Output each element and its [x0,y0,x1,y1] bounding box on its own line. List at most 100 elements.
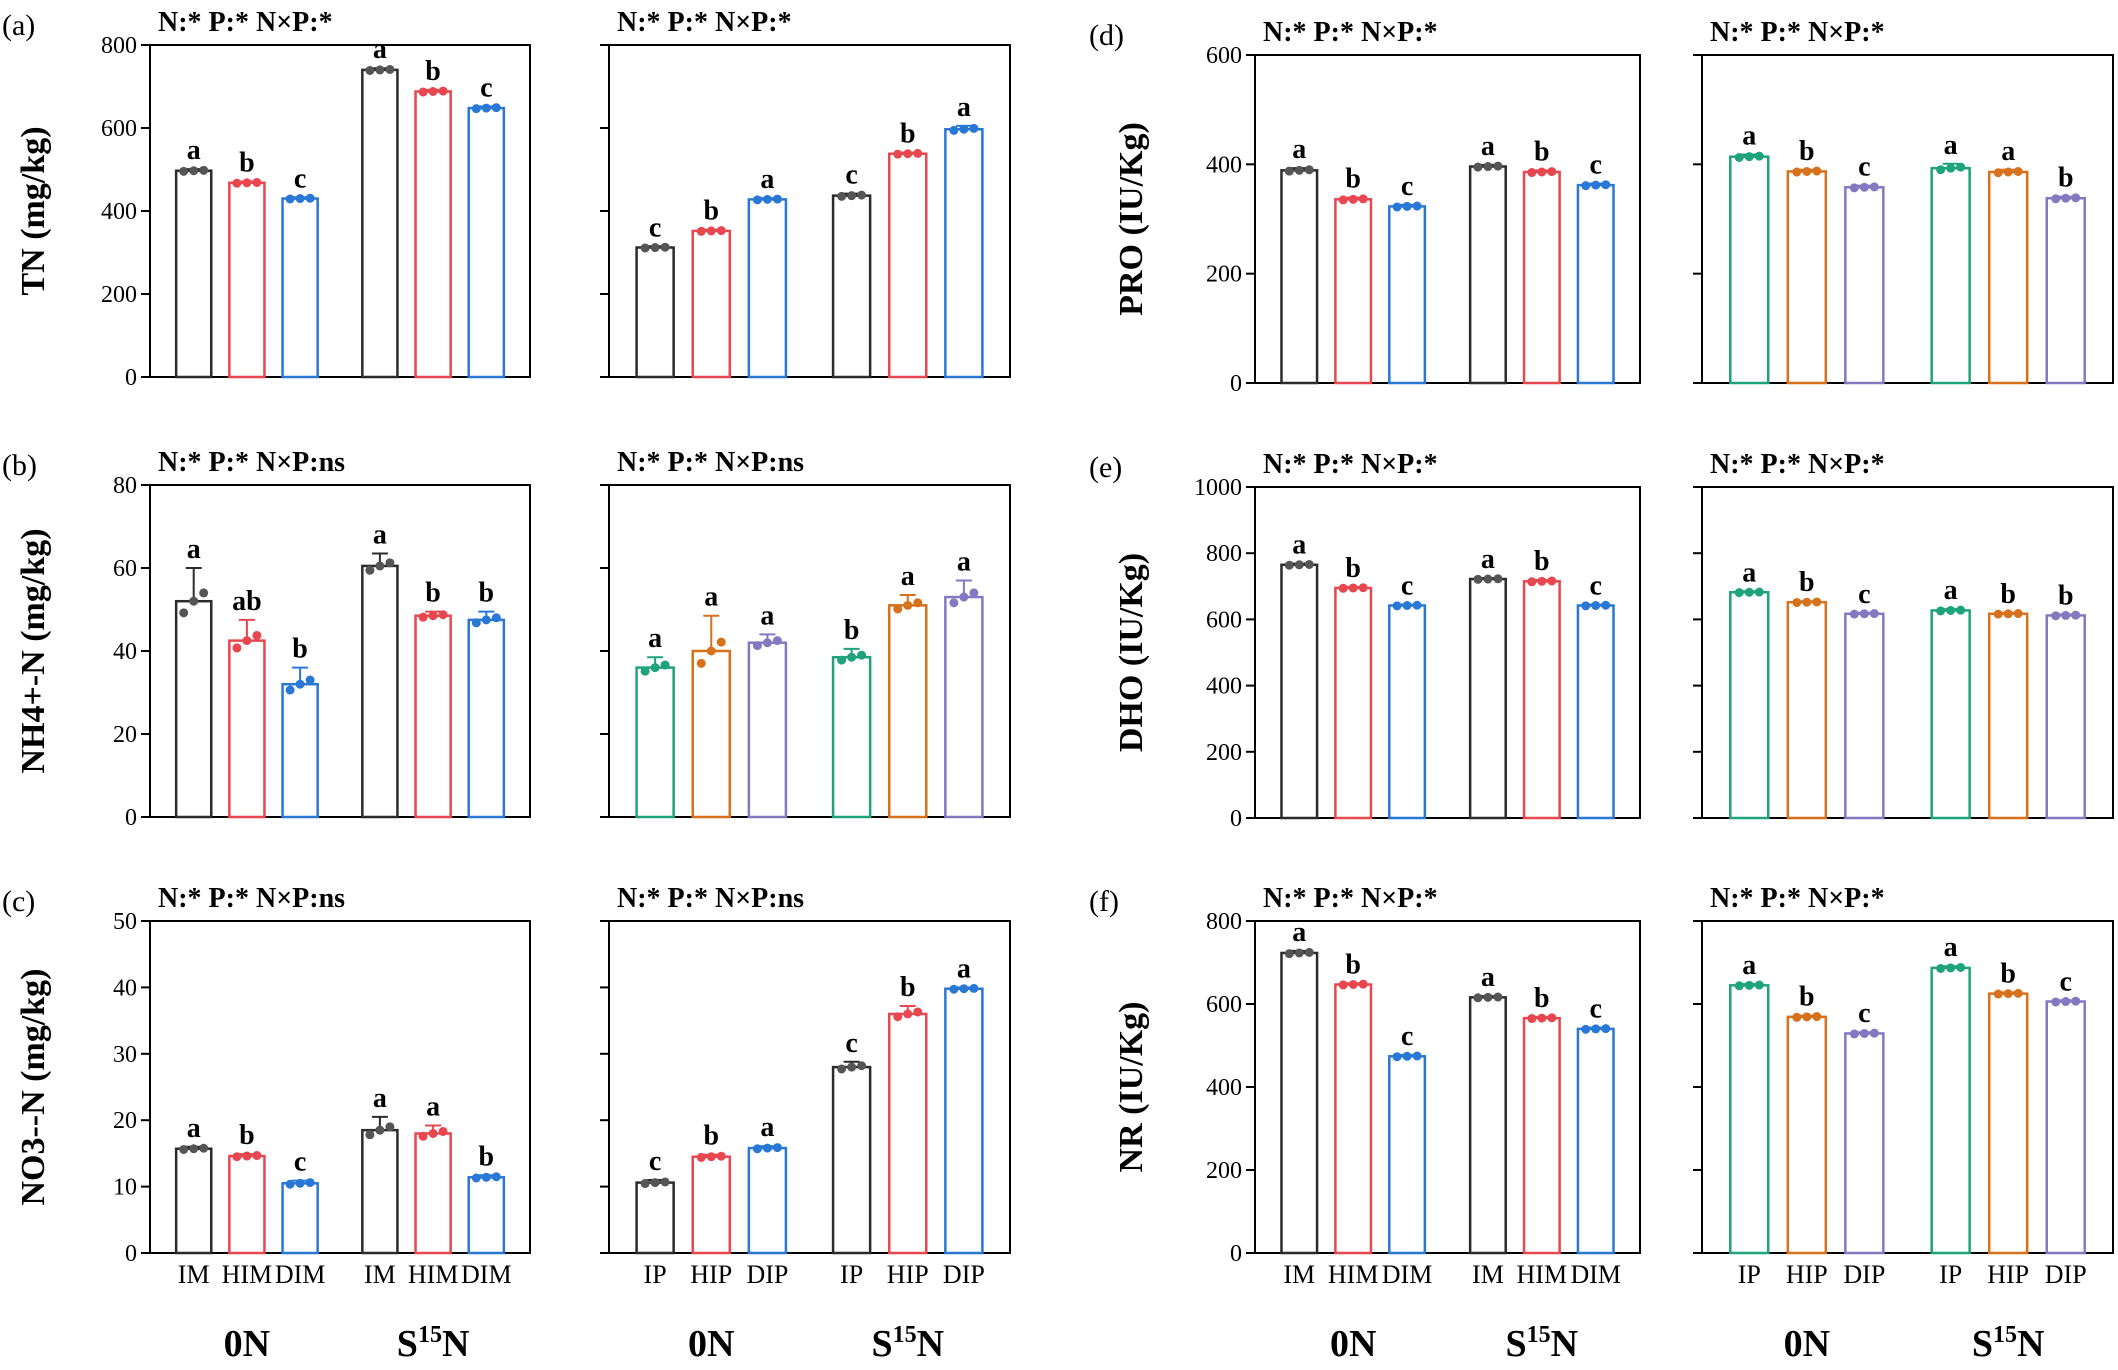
y-axis-label: DHO (IU/Kg) [1113,553,1150,752]
data-point [716,226,726,236]
significance-letter: a [957,953,971,984]
chart-panel-10: 0 200 400 600 800 N:* P:* N×P:* (f) NR (IU/Kg) a… [1089,883,1641,1365]
y-tick-label: 800 [1206,541,1242,567]
data-point [1392,601,1402,611]
data-point [857,1061,867,1071]
bar [1930,609,1971,820]
significance-letter: c [294,1147,306,1178]
x-tick-label: IP [840,1260,863,1289]
data-point [385,558,395,568]
x-tick-label: DIP [746,1260,788,1289]
chart-panel-3: N:* P:* N×P:ns a a a b a a [600,447,1011,819]
data-point [305,193,315,203]
significance-letter: a [373,519,387,550]
data-point [1483,162,1493,172]
data-point [847,652,857,662]
significance-letter: a [373,34,387,65]
y-tick-label: 20 [113,722,137,748]
bar [1844,1032,1885,1255]
plot-frame [1254,486,1641,819]
data-point [418,1131,428,1141]
bar [1576,1027,1615,1255]
data-point [1744,152,1754,162]
data-point [1936,165,1946,175]
significance-letter: a [426,1092,440,1123]
bar [1930,966,1971,1255]
significance-letter: b [1799,567,1815,598]
bar [1729,591,1770,820]
data-point [305,1178,315,1188]
y-tick-label: 600 [1206,607,1242,633]
y-tick-label: 200 [101,282,137,308]
data-point [1493,161,1503,171]
data-point [893,149,903,159]
significance-letter: ab [232,586,262,617]
bar [1930,166,1971,385]
significance-letter: c [1590,149,1602,180]
bar [1786,170,1828,385]
x-tick-label: HIM [408,1260,459,1289]
bar [1468,577,1507,820]
significance-letter: a [2001,136,2015,167]
data-point [1812,597,1822,607]
stats-text: N:* P:* N×P:ns [158,447,345,478]
bar [1522,170,1561,385]
bar [1786,600,1828,820]
bar [1280,951,1319,1255]
bar [635,246,675,379]
data-point [2013,609,2023,619]
group-label-0n: 0N [1330,1323,1376,1365]
data-point [438,86,448,96]
group-label-s15n: S15N [1506,1322,1579,1365]
significance-letter: c [1401,1021,1413,1052]
significance-letter: a [1742,120,1756,151]
bar [1987,170,2029,385]
data-point [1402,201,1412,211]
significance-letter: a [1742,950,1756,981]
data-point [1956,962,1966,972]
data-point [1284,949,1294,959]
data-point [857,190,867,200]
data-point [2061,193,2071,203]
x-tick-label: HIP [887,1260,929,1289]
data-point [418,612,428,622]
data-point [1294,948,1304,958]
data-point [179,608,189,618]
x-tick-label: DIM [1382,1260,1433,1289]
data-point [716,1151,726,1161]
data-point [2013,988,2023,998]
data-point [1859,182,1869,192]
significance-letter: b [1345,553,1361,584]
data-point [706,1152,716,1162]
data-point [189,166,199,176]
stats-text: N:* P:* N×P:ns [617,447,804,478]
data-point [1869,182,1879,192]
significance-letter: b [1799,136,1815,167]
data-point [1812,1012,1822,1022]
data-point [1581,181,1591,191]
x-tick-label: IM [1472,1260,1504,1289]
data-point [706,646,716,656]
chart-panel-7: N:* P:* N×P:* a b c a a b [1693,17,2114,385]
significance-letter: c [1590,994,1602,1025]
data-point [660,1177,670,1187]
data-point [365,1130,375,1140]
y-tick-label: 0 [1230,806,1242,832]
data-point [1338,980,1348,990]
bar [1729,984,1770,1255]
data-point [752,641,762,651]
data-point [949,598,959,608]
bar [1468,996,1507,1255]
stats-text: N:* P:* N×P:* [158,7,333,38]
bar [174,1147,213,1255]
significance-letter: c [845,1028,857,1059]
data-point [1591,180,1601,190]
x-tick-label: HIP [690,1260,732,1289]
y-tick-label: 40 [113,975,137,1001]
data-point [752,195,762,205]
significance-letter: b [703,1121,719,1152]
data-point [893,604,903,614]
data-point [1402,600,1412,610]
significance-letter: a [1944,575,1958,606]
data-point [1936,606,1946,616]
